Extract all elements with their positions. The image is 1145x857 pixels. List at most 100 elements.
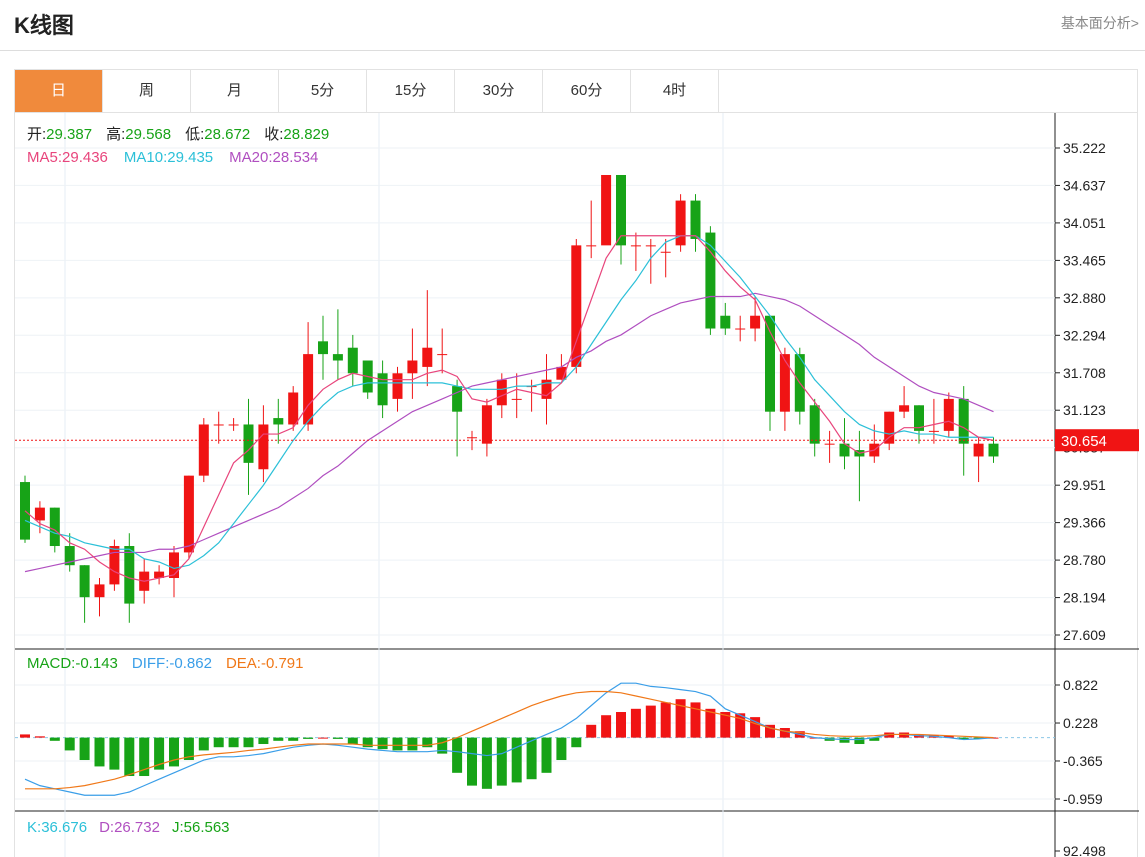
candle-body (556, 366, 567, 380)
macd-bar (601, 715, 612, 738)
macd-bar (586, 724, 597, 738)
candle-body (958, 398, 969, 444)
macd-bar (377, 737, 388, 750)
macd-bar (273, 737, 284, 741)
candle-body (809, 405, 820, 444)
macd-bar (139, 737, 150, 777)
candle-body (750, 315, 761, 329)
tab-15分[interactable]: 15分 (367, 70, 455, 112)
macd-bar (750, 717, 761, 738)
macd-bar (720, 712, 731, 738)
ohlc-legend: 收: (264, 126, 283, 143)
kline-chart-svg[interactable]: 35.222 34.637 34.051 33.465 32.880 32.294 31.7… (15, 113, 1139, 857)
y-tick-label: 28.780 (1063, 552, 1106, 568)
ohlc-legend: 29.568 (125, 126, 171, 143)
macd-bar (124, 737, 135, 777)
y-tick-label: 32.294 (1063, 327, 1106, 343)
tab-周[interactable]: 周 (103, 70, 191, 112)
macd-bar (869, 737, 880, 741)
candle-body (169, 552, 179, 579)
macd-bar (735, 713, 746, 738)
macd-bar (422, 737, 433, 748)
macd-bar (705, 708, 716, 738)
candle-body (601, 174, 612, 246)
y-tick-label: 28.194 (1063, 590, 1106, 606)
macd-legend: MACD: (27, 655, 75, 672)
y-tick-label: 34.051 (1063, 215, 1106, 231)
macd-tick-label: 0.228 (1063, 715, 1098, 731)
kdj-legend: J: (172, 819, 184, 836)
last-price-badge (1055, 429, 1139, 452)
candle-body (198, 424, 209, 476)
candle-body (884, 411, 895, 444)
period-tabs: 日周月 5分 15分 30分 60分 4时 (14, 69, 1138, 113)
macd-bar (511, 737, 522, 783)
ma5-line (24, 235, 994, 582)
y-tick-label: 32.880 (1063, 290, 1106, 306)
macd-bar (496, 737, 507, 786)
candle-body (258, 424, 269, 470)
candle-body (94, 584, 105, 598)
candle-body (928, 430, 939, 432)
candle-body (973, 443, 984, 457)
kdj-tick-label: 92.498 (1063, 843, 1106, 857)
ohlc-legend: 29.387 (46, 126, 92, 143)
macd-bar (779, 728, 790, 738)
y-tick-label: 29.951 (1063, 477, 1106, 493)
tab-月[interactable]: 月 (191, 70, 279, 112)
candle-body (988, 443, 999, 457)
candle-body (392, 373, 403, 399)
tab-5分[interactable]: 5分 (279, 70, 367, 112)
candle-body (303, 354, 314, 425)
macd-bar (303, 737, 314, 739)
macd-bar (541, 737, 552, 773)
candle-body (273, 418, 284, 425)
macd-bar (839, 737, 850, 743)
candle-body (213, 424, 224, 426)
macd-legend: -0.791 (261, 655, 304, 672)
ma20-line (24, 292, 994, 573)
tab-60分[interactable]: 60分 (543, 70, 631, 112)
candle-body (899, 405, 910, 412)
kdj-legend: 26.732 (114, 819, 160, 836)
candle-body (183, 475, 194, 553)
candle-body (571, 245, 582, 367)
macd-bar (347, 737, 358, 745)
kdj-legend: D: (99, 819, 114, 836)
macd-bar (467, 737, 477, 786)
tab-30分[interactable]: 30分 (455, 70, 543, 112)
candle-body (288, 392, 299, 425)
macd-legend: DEA: (226, 655, 261, 672)
macd-bar (243, 737, 254, 748)
ma-legend: MA10: (124, 149, 167, 166)
candle-body (616, 174, 626, 246)
candle-body (645, 245, 656, 247)
candle-body (318, 341, 328, 355)
macd-tick-label: -0.365 (1063, 753, 1103, 769)
macd-bar (213, 737, 224, 748)
y-tick-label: 31.708 (1063, 365, 1106, 381)
macd-bar (943, 735, 954, 738)
candle-body (779, 354, 790, 412)
fundamental-analysis-link[interactable]: 基本面分析> (1060, 15, 1139, 31)
tab-4时[interactable]: 4时 (631, 70, 719, 112)
candle-body (228, 424, 239, 426)
macd-bar (437, 737, 448, 754)
ohlc-legend: 开: (27, 126, 46, 143)
macd-bar (34, 736, 45, 738)
ma10-line (24, 235, 994, 570)
candle-body (49, 507, 60, 547)
candle-body (332, 354, 343, 361)
candle-body (481, 405, 492, 444)
macd-legend: DIFF: (132, 655, 170, 672)
tab-日[interactable]: 日 (15, 70, 103, 112)
macd-bar (332, 737, 343, 739)
macd-legend: -0.862 (169, 655, 212, 672)
candle-body (452, 386, 463, 412)
macd-bar (64, 737, 75, 751)
candle-body (347, 347, 358, 374)
macd-bar (645, 705, 656, 738)
macd-bar (660, 702, 671, 738)
candle-body (660, 251, 671, 253)
candle-body (586, 245, 597, 247)
